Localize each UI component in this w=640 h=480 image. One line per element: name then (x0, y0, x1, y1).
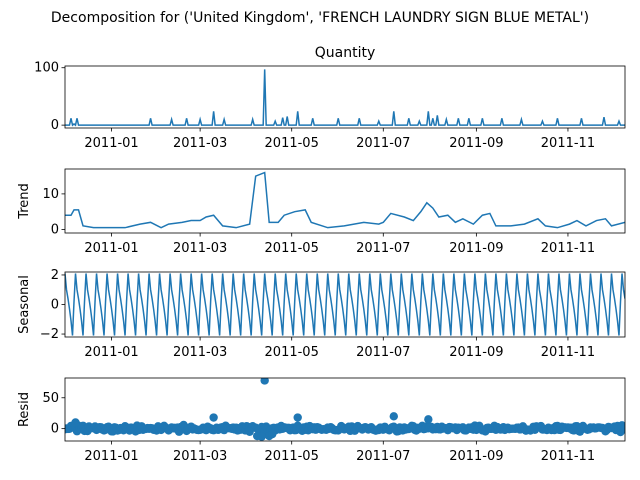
y-tick-label: 50 (42, 391, 59, 406)
x-tick-label: 2011-05 (265, 345, 319, 360)
y-tick-label: 2 (51, 268, 59, 283)
panel-0: 0 100 2011-01 2011-03 2011-05 2011-07 2011-09 2… (34, 61, 626, 151)
y-tick-label: 0 (51, 422, 59, 437)
x-tick-label: 2011-01 (84, 449, 138, 464)
seasonal-series-line (65, 273, 625, 336)
x-tick-label: 2011-09 (449, 136, 503, 151)
panel-2: −2 0 2 2011-01 2011-03 2011-05 2011-07 2011-09 2… (17, 268, 626, 360)
plot-area-1 (65, 171, 625, 229)
x-tick-label: 2011-07 (356, 345, 410, 360)
x-tick-label: 2011-03 (173, 449, 227, 464)
axes-frame-1 (64, 168, 626, 234)
resid-point (260, 378, 269, 385)
resid-point (71, 418, 80, 427)
x-tick-label: 2011-07 (356, 241, 410, 256)
plot-area-3 (65, 378, 625, 441)
resid-point (424, 415, 433, 424)
x-tick-label: 2011-03 (173, 241, 227, 256)
x-tick-label: 2011-05 (265, 241, 319, 256)
resid-point (267, 430, 277, 439)
resid-point (620, 424, 625, 434)
x-tick-label: 2011-11 (541, 345, 595, 360)
resid-point (293, 413, 302, 422)
x-tick-label: 2011-07 (356, 136, 410, 151)
y-axis-label-resid: Resid (17, 392, 32, 427)
resid-point (257, 432, 266, 441)
quantity-series-line (65, 69, 625, 127)
resid-point (245, 427, 254, 436)
trend-series-line (65, 171, 625, 229)
panel-title-quantity: Quantity (315, 45, 376, 61)
x-tick-label: 2011-01 (84, 345, 138, 360)
x-tick-label: 2011-09 (449, 345, 503, 360)
plot-area-2 (65, 273, 625, 336)
panel-3: 0 50 2011-01 2011-03 2011-05 2011-07 2011-09 20… (17, 377, 626, 464)
y-tick-label: 0 (51, 118, 59, 133)
x-tick-label: 2011-11 (541, 449, 595, 464)
x-tick-label: 2011-09 (449, 449, 503, 464)
x-tick-label: 2011-11 (541, 241, 595, 256)
x-tick-label: 2011-01 (84, 241, 138, 256)
y-tick-label: 0 (51, 222, 59, 237)
y-tick-label: 0 (51, 298, 59, 313)
x-tick-label: 2011-01 (84, 136, 138, 151)
x-tick-label: 2011-09 (449, 241, 503, 256)
figure-suptitle: Decomposition for ('United Kingdom', 'FR… (51, 10, 589, 26)
plot-area-0 (65, 69, 625, 127)
x-tick-label: 2011-03 (173, 136, 227, 151)
x-tick-label: 2011-03 (173, 345, 227, 360)
axes-frame-0 (64, 65, 626, 129)
x-tick-label: 2011-05 (265, 136, 319, 151)
y-tick-label: 100 (34, 61, 59, 76)
resid-point (389, 412, 398, 421)
x-tick-label: 2011-05 (265, 449, 319, 464)
x-tick-label: 2011-07 (356, 449, 410, 464)
x-tick-label: 2011-11 (541, 136, 595, 151)
axes-frame-3 (64, 377, 626, 442)
y-tick-label: −2 (40, 327, 59, 342)
y-axis-label-seasonal: Seasonal (17, 275, 32, 334)
resid-point (209, 413, 218, 422)
y-axis-label-trend: Trend (17, 183, 32, 220)
y-tick-label: 10 (42, 187, 59, 202)
panel-1: 0 10 2011-01 2011-03 2011-05 2011-07 2011-09 20… (17, 168, 626, 256)
